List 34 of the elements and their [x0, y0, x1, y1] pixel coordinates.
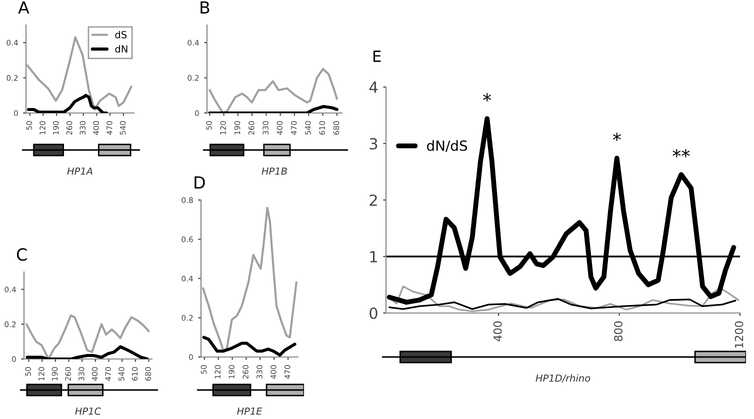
legend-label: dS: [115, 30, 127, 38]
line-series: [386, 116, 736, 305]
x-axis-title: HP1B: [262, 168, 287, 175]
line-series: [26, 94, 108, 113]
legend-label: dN/dS: [427, 140, 468, 152]
y-tick-label: 2: [370, 194, 377, 206]
legend-label: dN: [115, 45, 128, 53]
x-axis-title: HP1E: [237, 408, 262, 415]
line-series: [388, 298, 736, 310]
y-tick-label: 0: [370, 307, 378, 320]
line-series: [202, 206, 298, 352]
x-axis-title: HP1D/rhino: [536, 374, 590, 383]
x-axis-title: HP1C: [75, 407, 102, 415]
annotation: *: [483, 93, 492, 102]
line-series: [26, 345, 149, 359]
y-tick-label: 1: [370, 251, 377, 262]
x-tick-label: 800: [614, 321, 623, 342]
x-tick-label: 1200: [734, 321, 744, 348]
chart-title: D: [194, 176, 205, 189]
annotation: **: [672, 149, 690, 158]
y-tick-label: 4: [369, 82, 378, 93]
x-axis-title: HP1A: [67, 168, 92, 175]
chart-title: C: [16, 248, 27, 261]
x-tick-label: 400: [493, 321, 502, 342]
chart-title: B: [200, 1, 210, 14]
line-series: [208, 104, 338, 113]
chart-title: A: [18, 1, 30, 14]
line-series: [25, 314, 150, 359]
line-series: [388, 286, 740, 312]
chart-title: E: [374, 50, 381, 62]
y-tick-label: 3: [370, 138, 378, 150]
line-series: [208, 68, 338, 113]
line-series: [202, 336, 296, 357]
annotation: *: [612, 132, 621, 141]
